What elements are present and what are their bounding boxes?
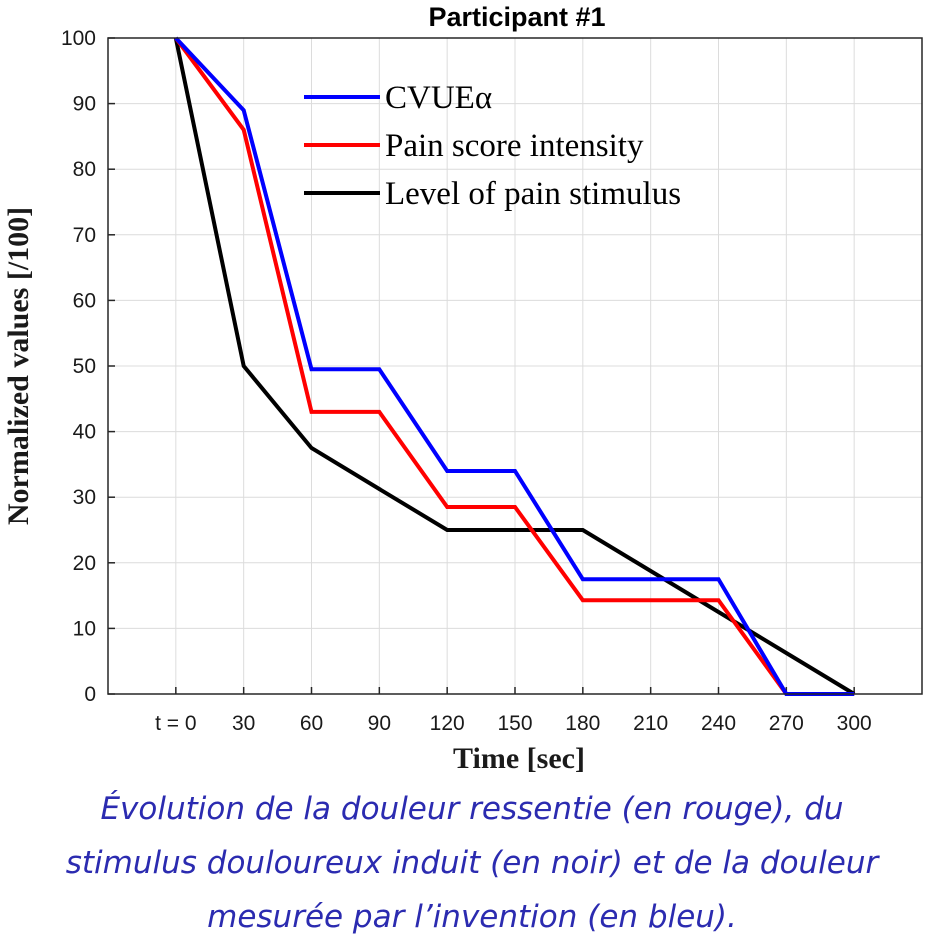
legend: CVUEα Pain score intensity Level of pain s… xyxy=(304,80,681,212)
y-axis-label: Normalized values [/100] xyxy=(2,207,35,525)
x-tick-label: 180 xyxy=(565,712,600,735)
x-tick-label: t = 0 xyxy=(155,712,196,735)
series-line-2 xyxy=(173,37,856,696)
axis-ticks: 0 10 20 30 40 50 60 70 80 90 100 t = 0 30 60 90 120 150 1… xyxy=(61,27,872,735)
y-tick-label: 0 xyxy=(84,683,96,706)
y-tick-label: 30 xyxy=(73,486,96,509)
x-tick-label: 270 xyxy=(769,712,804,735)
y-tick-label: 50 xyxy=(73,355,96,378)
series-line-0 xyxy=(174,36,855,696)
x-tick-label: 60 xyxy=(300,712,323,735)
line-chart: Participant #1 0 10 20 30 40 50 60 70 80 90 100 t =… xyxy=(2,2,923,775)
x-tick-label: 210 xyxy=(633,712,668,735)
y-tick-label: 80 xyxy=(73,158,96,181)
y-tick-label: 60 xyxy=(73,289,96,312)
x-tick-label: 300 xyxy=(837,712,872,735)
figure-caption: Évolution de la douleur ressentie (en ro… xyxy=(0,782,944,944)
caption-line-3: mesurée par l’invention (en bleu). xyxy=(207,899,737,935)
chart-title: Participant #1 xyxy=(428,2,605,32)
x-axis-label: Time [sec] xyxy=(453,742,585,775)
y-tick-label: 40 xyxy=(73,421,96,444)
series-line-1 xyxy=(174,36,855,696)
legend-label-0: CVUEα xyxy=(385,80,492,116)
plot-frame xyxy=(107,37,923,695)
y-tick-label: 20 xyxy=(73,552,96,575)
y-tick-label: 100 xyxy=(61,27,96,50)
legend-label-2: Level of pain stimulus xyxy=(385,176,681,212)
y-tick-label: 90 xyxy=(73,93,96,116)
caption-line-2: stimulus douloureux induit (en noir) et … xyxy=(65,845,879,881)
series-lines xyxy=(173,36,856,696)
y-tick-label: 70 xyxy=(73,224,96,247)
x-tick-label: 90 xyxy=(368,712,391,735)
legend-label-1: Pain score intensity xyxy=(385,128,644,164)
caption-line-1: Évolution de la douleur ressentie (en ro… xyxy=(100,791,844,827)
x-tick-label: 120 xyxy=(430,712,465,735)
x-tick-label: 150 xyxy=(497,712,532,735)
x-tick-label: 30 xyxy=(232,712,255,735)
x-tick-label: 240 xyxy=(701,712,736,735)
y-tick-label: 10 xyxy=(73,617,96,640)
